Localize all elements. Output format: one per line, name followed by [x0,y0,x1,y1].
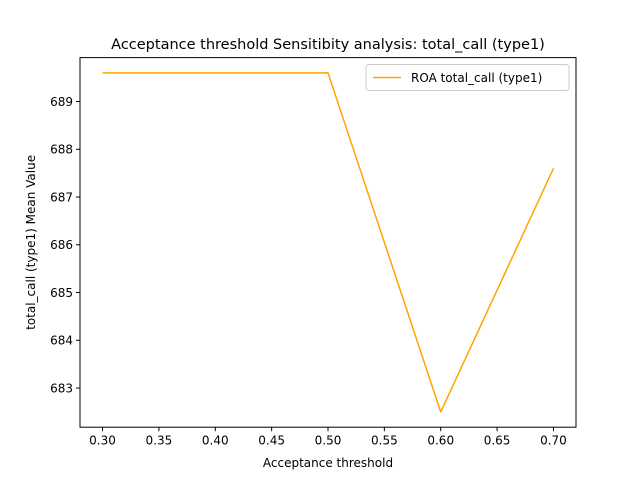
y-tick-label: 686 [50,238,73,252]
y-axis: 683 684 685 686 687 688 689 [50,95,80,395]
y-axis-label: total_call (type1) Mean Value [24,155,38,330]
x-tick-label: 0.35 [146,434,173,448]
chart-title: Acceptance threshold Sensitibity analysi… [111,37,545,53]
x-tick-label: 0.60 [427,434,454,448]
y-tick-label: 687 [50,190,73,204]
y-tick-label: 689 [50,95,73,109]
x-tick-label: 0.55 [371,434,398,448]
y-tick-label: 688 [50,143,73,157]
series-layer [102,72,555,413]
x-tick-label: 0.40 [202,434,229,448]
y-tick-label: 685 [50,286,73,300]
series-line [102,72,555,413]
x-axis: 0.30 0.35 0.40 0.45 0.50 0.55 0.60 0.65 0.70 [89,427,567,448]
y-tick-label: 683 [50,381,73,395]
legend-label: ROA total_call (type1) [411,71,542,85]
x-tick-label: 0.30 [89,434,116,448]
x-tick-label: 0.50 [315,434,342,448]
x-tick-label: 0.45 [258,434,285,448]
plot-area [79,57,577,428]
x-tick-label: 0.65 [484,434,511,448]
x-axis-label: Acceptance threshold [263,456,393,470]
legend-box [365,64,570,91]
legend: ROA total_call (type1) [365,64,570,91]
x-tick-label: 0.70 [540,434,567,448]
y-tick-label: 684 [50,334,73,348]
